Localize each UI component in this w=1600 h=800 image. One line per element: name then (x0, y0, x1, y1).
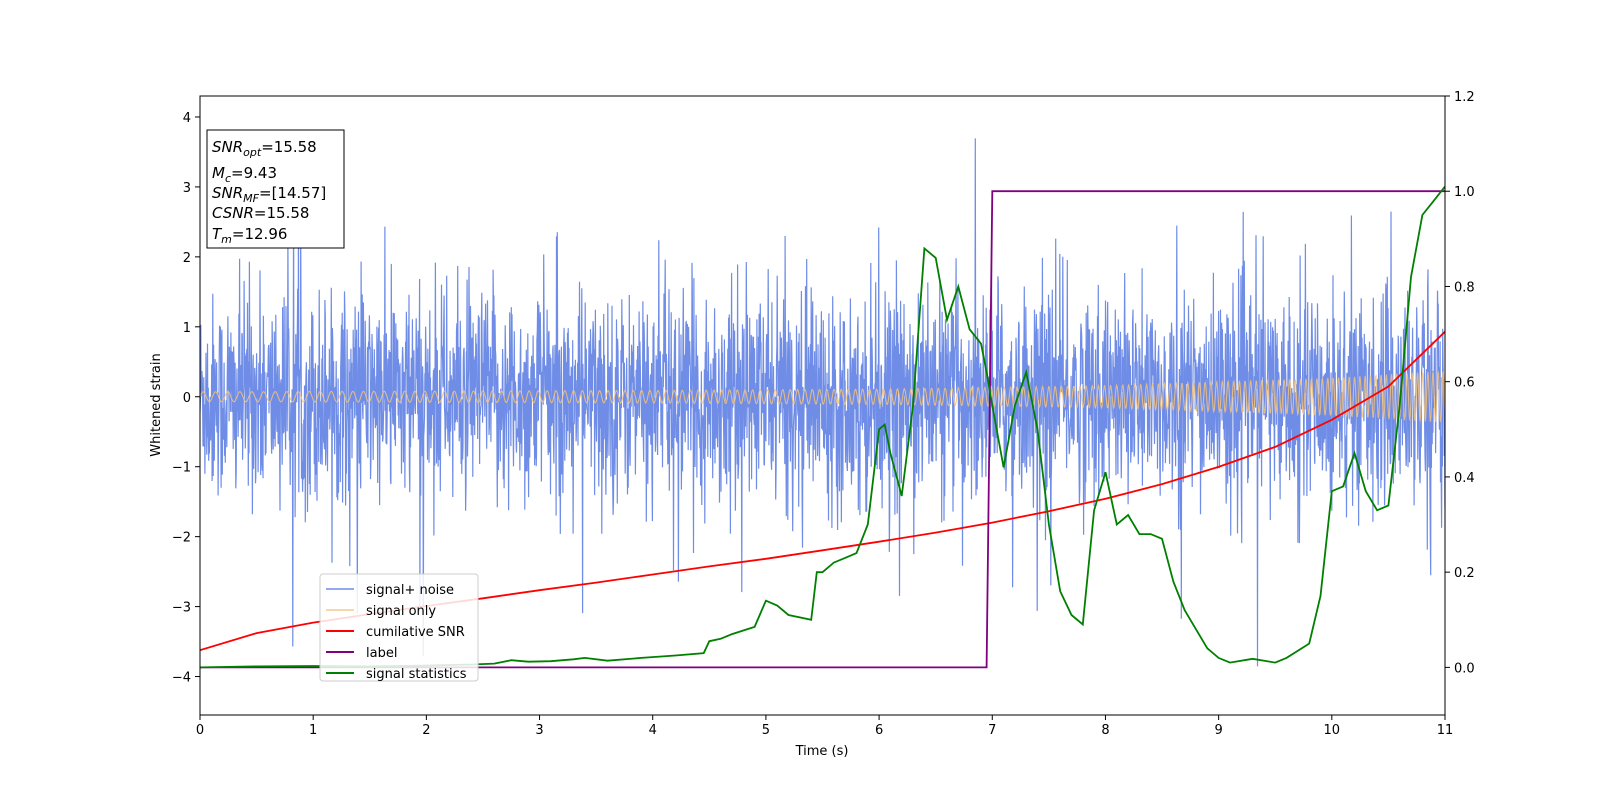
legend-label: label (366, 646, 397, 661)
x-tick-label: 11 (1437, 723, 1454, 738)
y2-tick-label: 1.2 (1454, 90, 1475, 105)
y-tick-label: 3 (183, 181, 191, 196)
y2-tick-label: 1.0 (1454, 185, 1475, 200)
legend: signal+ noise signal only cumilative SNR la… (319, 573, 479, 682)
y-tick-label: 0 (183, 391, 191, 406)
info-mc: Mc=9.43 (212, 164, 277, 185)
x-tick-label: 10 (1324, 723, 1341, 738)
y-tick-label: −2 (172, 531, 191, 546)
x-tick-label: 8 (1101, 723, 1109, 738)
y-tick-label: 4 (183, 111, 191, 126)
series-line-signal-noise (200, 138, 1445, 667)
legend-label: signal+ noise (366, 583, 454, 598)
plot-frame (199, 95, 1446, 716)
x-tick-label: 6 (875, 723, 883, 738)
x-tick-label: 1 (309, 723, 317, 738)
y-tick-label: −3 (172, 601, 191, 616)
x-axis: 0 1 2 3 4 5 6 7 8 9 10 11 (196, 715, 1453, 738)
y2-tick-label: 0.8 (1454, 280, 1475, 295)
series-line-signal-statistics (200, 185, 1445, 669)
y-axis-label: Whitened strain (149, 353, 164, 456)
x-tick-label: 9 (1214, 723, 1222, 738)
y2-tick-label: 0.2 (1454, 566, 1475, 581)
x-tick-label: 5 (762, 723, 770, 738)
y2-tick-label: 0.6 (1454, 376, 1475, 391)
x-tick-label: 0 (196, 723, 204, 738)
y-tick-label: −4 (172, 671, 191, 686)
info-tm: Tm=12.96 (212, 225, 287, 246)
info-box: SNRopt=15.58 Mc=9.43 SNRMF=[14.57] CSNR=… (206, 129, 345, 249)
series-line-signal-only (200, 370, 1445, 422)
x-tick-label: 7 (988, 723, 996, 738)
y2-tick-label: 0.4 (1454, 471, 1475, 486)
info-csnr: CSNR=15.58 (212, 204, 309, 222)
x-axis-label: Time (s) (795, 744, 849, 759)
legend-label: signal only (366, 604, 436, 619)
y2-tick-label: 0.0 (1454, 661, 1475, 676)
series-line-label (200, 190, 1445, 669)
info-snr-mf: SNRMF=[14.57] (212, 184, 326, 205)
y-tick-label: −1 (172, 461, 191, 476)
y-axis-right: 0.0 0.2 0.4 0.6 0.8 1.0 1.2 (1445, 90, 1475, 676)
y-axis-left: −4 −3 −2 −1 0 1 2 3 4 (172, 111, 200, 686)
legend-label: signal statistics (366, 667, 467, 682)
legend-label: cumilative SNR (366, 625, 465, 640)
y-tick-label: 1 (183, 321, 191, 336)
x-tick-label: 2 (422, 723, 430, 738)
info-snr-opt: SNRopt=15.58 (212, 138, 317, 159)
y-tick-label: 2 (183, 251, 191, 266)
x-tick-label: 4 (649, 723, 657, 738)
x-tick-label: 3 (535, 723, 543, 738)
